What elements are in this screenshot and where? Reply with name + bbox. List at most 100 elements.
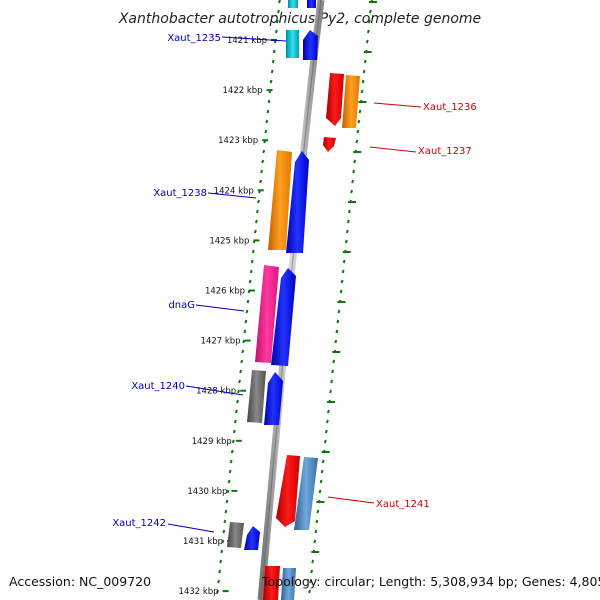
minor-tick-right [369, 9, 372, 14]
gene-xaut-1235[interactable] [286, 0, 318, 60]
minor-tick-left [221, 539, 225, 544]
gene-xaut-1236[interactable] [326, 73, 360, 128]
minor-tick-right [358, 109, 362, 114]
minor-tick-left [277, 9, 280, 14]
gene-xaut-1238[interactable] [268, 150, 309, 253]
gene-dnag[interactable] [255, 265, 296, 366]
minor-tick-left [230, 449, 234, 454]
minor-tick-right [334, 339, 338, 344]
minor-tick-left [245, 309, 249, 314]
gene-label-dnag[interactable]: dnaG [168, 300, 195, 311]
minor-tick-right [314, 529, 318, 534]
minor-tick-right [308, 589, 311, 594]
minor-tick-right [366, 29, 370, 34]
minor-tick-left [246, 299, 250, 304]
minor-tick-left [256, 209, 259, 214]
minor-tick-right [350, 189, 353, 194]
minor-tick-left [227, 479, 231, 484]
gene-xaut-1237[interactable] [323, 137, 336, 152]
minor-tick-left [239, 369, 243, 374]
minor-tick-left [241, 349, 245, 354]
minor-tick-right [362, 69, 366, 74]
minor-tick-left [266, 109, 270, 114]
gene-label-xaut-1235[interactable]: Xaut_1235 [167, 33, 221, 44]
minor-tick-right [355, 139, 359, 144]
kbp-label: 1432 kbp [179, 587, 219, 597]
minor-tick-right [342, 259, 346, 264]
minor-tick-left [240, 359, 244, 364]
minor-tick-right [345, 229, 349, 234]
minor-tick-left [248, 279, 252, 284]
topology-text: Topology: circular; Length: 5,308,934 bp… [262, 574, 600, 589]
gene-label-xaut-1237[interactable]: Xaut_1237 [418, 146, 472, 157]
kbp-label: 1424 kbp [214, 186, 254, 196]
minor-tick-left [254, 219, 258, 224]
minor-tick-left [232, 429, 236, 434]
minor-tick-left [271, 59, 275, 64]
minor-tick-right [340, 279, 344, 284]
minor-tick-right [316, 509, 320, 514]
minor-tick-right [313, 539, 317, 544]
gene-label-xaut-1236[interactable]: Xaut_1236 [423, 102, 477, 113]
kbp-label: 1431 kbp [183, 537, 223, 547]
minor-tick-left [225, 499, 229, 504]
minor-tick-right [353, 159, 357, 164]
minor-tick-left [244, 319, 248, 324]
minor-tick-left [223, 519, 227, 524]
gene-xaut-1241[interactable] [276, 455, 318, 530]
minor-tick-right [363, 59, 367, 64]
minor-tick-right [339, 289, 343, 294]
minor-tick-left [261, 159, 265, 164]
minor-tick-right [341, 269, 345, 274]
minor-tick-left [224, 509, 228, 514]
minor-tick-left [275, 19, 279, 24]
minor-tick-right [331, 369, 335, 374]
minor-tick-right [321, 459, 325, 464]
minor-tick-right [337, 309, 341, 314]
minor-tick-left [229, 459, 233, 464]
minor-tick-right [310, 569, 314, 574]
accession-text: Accession: NC_009720 [9, 574, 152, 589]
minor-tick-left [236, 399, 239, 404]
minor-tick-left [233, 419, 237, 424]
gene-label-xaut-1238[interactable]: Xaut_1238 [153, 188, 207, 199]
gene-label-xaut-1241[interactable]: Xaut_1241 [376, 499, 430, 510]
minor-tick-right [348, 209, 351, 214]
minor-tick-left [272, 49, 276, 54]
minor-tick-left [238, 379, 242, 384]
minor-tick-left [242, 339, 246, 344]
kbp-label: 1422 kbp [223, 86, 263, 96]
minor-tick-right [318, 489, 322, 494]
gene-label-xaut-1242[interactable]: Xaut_1242 [112, 518, 166, 529]
minor-tick-right [336, 319, 340, 324]
minor-tick-right [309, 579, 313, 584]
minor-tick-left [216, 589, 219, 594]
minor-tick-right [356, 129, 360, 134]
minor-tick-left [235, 409, 238, 414]
minor-tick-left [228, 469, 232, 474]
minor-tick-left [253, 229, 257, 234]
minor-tick-left [262, 149, 266, 154]
minor-tick-left [264, 129, 268, 134]
minor-tick-left [231, 439, 235, 444]
minor-tick-left [222, 529, 226, 534]
kbp-label: 1426 kbp [205, 287, 245, 297]
minor-tick-left [251, 249, 255, 254]
minor-tick-left [270, 69, 274, 74]
gene-label-xaut-1240[interactable]: Xaut_1240 [131, 381, 185, 392]
minor-tick-right [367, 19, 371, 24]
minor-tick-left [267, 99, 271, 104]
map-title: Xanthobacter autotrophicus Py2, complete… [118, 11, 481, 27]
label-leader-lines [167, 36, 422, 533]
gene-xaut-1242[interactable] [227, 522, 260, 550]
minor-tick-right [320, 469, 324, 474]
minor-tick-right [344, 239, 348, 244]
minor-tick-right [357, 119, 361, 124]
minor-tick-right [332, 359, 336, 364]
minor-tick-left [219, 559, 223, 564]
gene-bottom-partial[interactable] [263, 566, 296, 600]
kbp-label: 1423 kbp [218, 136, 258, 146]
gene-xaut-1240[interactable] [247, 370, 283, 425]
minor-tick-right [324, 429, 328, 434]
minor-tick-left [250, 259, 254, 264]
